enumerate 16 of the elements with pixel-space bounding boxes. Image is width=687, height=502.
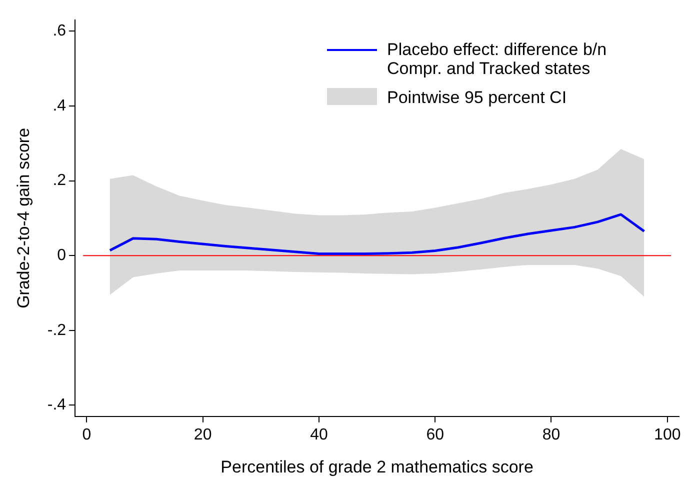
x-tick-label: 100 <box>654 426 681 444</box>
y-axis-title: Grade-2-to-4 gain score <box>14 128 33 308</box>
x-axis-title: Percentiles of grade 2 mathematics score <box>220 457 534 476</box>
annotation: Pointwise 95 percent CI <box>387 88 568 107</box>
y-tick-label: .6 <box>52 22 66 40</box>
legend-label: Placebo effect: difference b/n Compr. and Tracked states <box>387 40 607 78</box>
x-tick-label: 40 <box>310 426 328 444</box>
x-tick-label: 60 <box>426 426 444 444</box>
x-tick-label: 0 <box>82 426 92 444</box>
y-tick-label: 0 <box>57 247 66 264</box>
x-tick-label: 80 <box>542 426 560 444</box>
y-tick-label: -.4 <box>47 396 66 414</box>
x-tick-label: 20 <box>194 426 212 444</box>
y-tick-label: -.2 <box>47 322 66 339</box>
y-tick-label: .4 <box>52 97 66 114</box>
y-tick-label: .2 <box>52 172 66 190</box>
